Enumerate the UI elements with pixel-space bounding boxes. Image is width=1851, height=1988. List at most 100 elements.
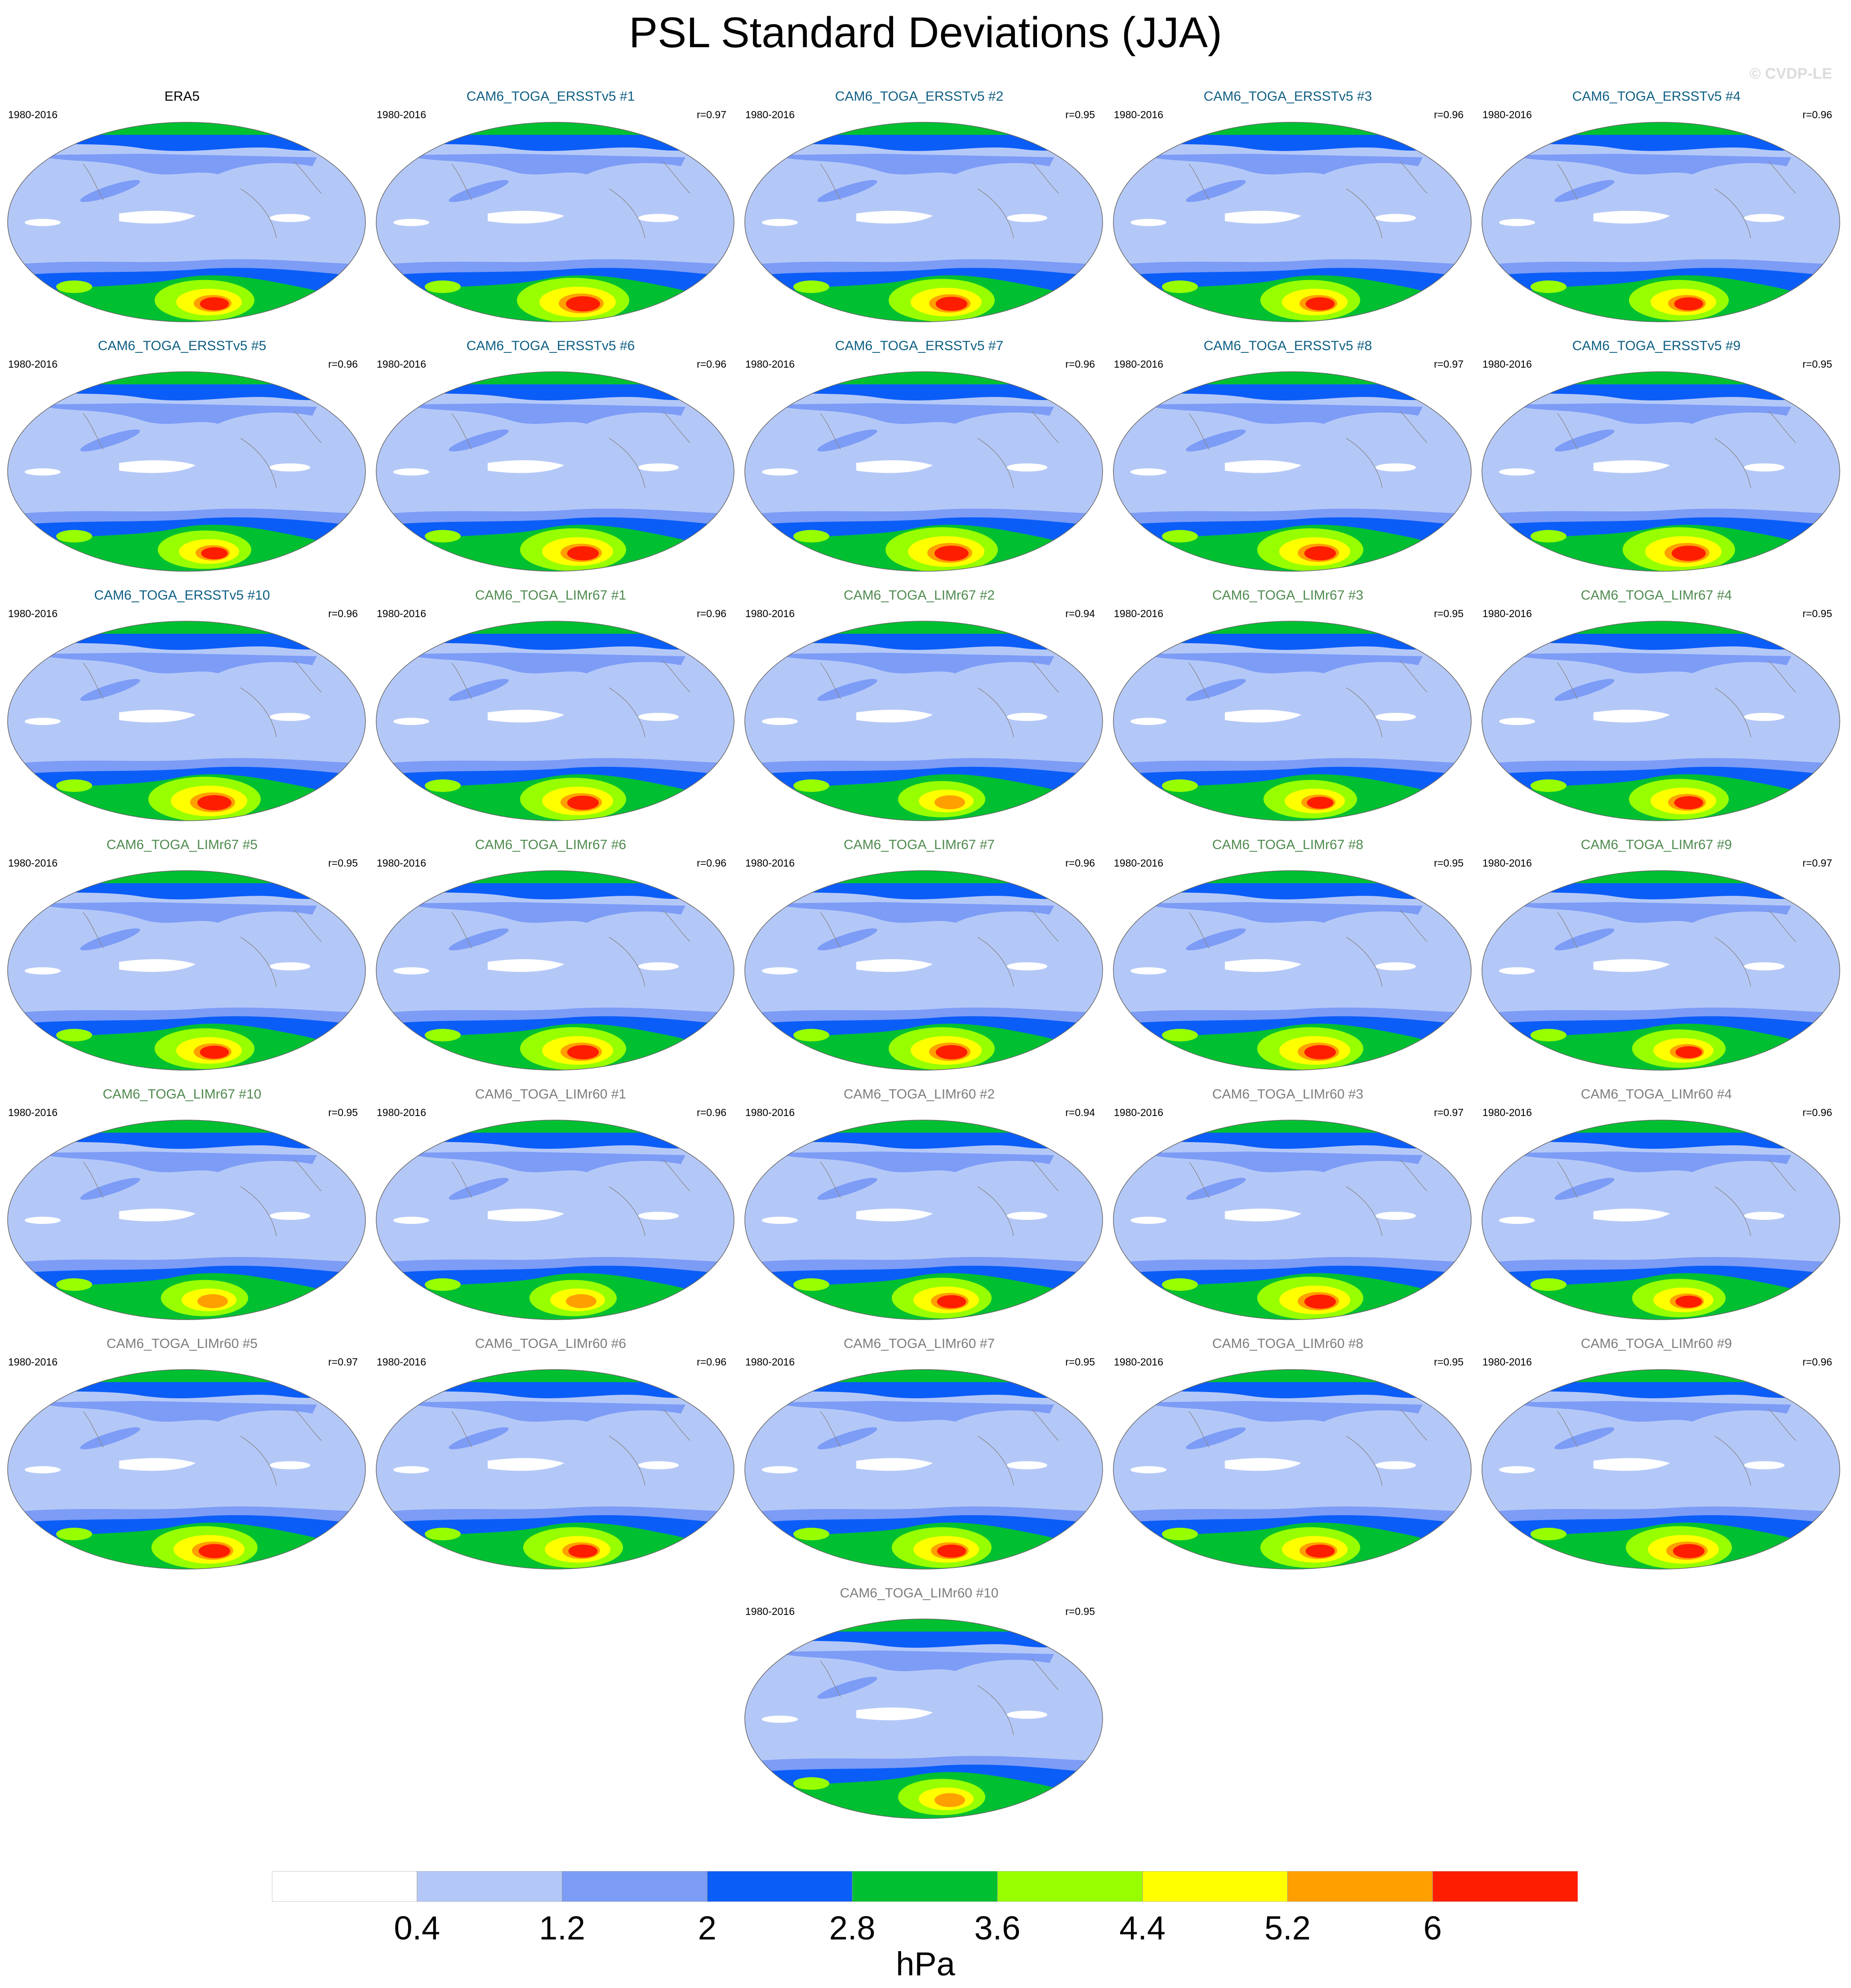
psl-tropical-minimum-atlantic [1375, 214, 1416, 222]
psl-south-pacific-maximum [1674, 796, 1704, 809]
psl-map [744, 1369, 1103, 1570]
psl-tropical-minimum [856, 709, 933, 723]
psl-north-pacific-contour [34, 1401, 317, 1422]
map-panel: CAM6_TOGA_LIMr67 #9 1980-2016 r=0.97 [1474, 836, 1840, 1071]
panel-title: CAM6_TOGA_ERSSTv5 #8 [1203, 338, 1372, 353]
psl-north-pacific-contour [1139, 1401, 1423, 1422]
psl-south-contour-6 [566, 1294, 596, 1308]
psl-north-pacific-contour [1508, 154, 1791, 175]
panel-correlation: r=0.96 [697, 358, 726, 370]
psl-tropical-minimum-indian [1130, 468, 1166, 476]
psl-tropical-minimum-atlantic [1744, 713, 1784, 721]
panel-correlation: r=0.96 [328, 358, 358, 370]
colorbar-box [997, 1871, 1143, 1902]
psl-tropical-minimum [488, 460, 564, 473]
psl-tropical-minimum-atlantic [1744, 962, 1784, 970]
psl-north-pacific-contour [771, 902, 1054, 923]
map-panel: CAM6_TOGA_ERSSTv5 #10 1980-2016 r=0.96 [0, 587, 366, 821]
psl-north-pacific-contour [1139, 1152, 1423, 1173]
psl-tropical-minimum [856, 1707, 933, 1721]
colorbar [272, 1871, 1578, 1902]
psl-south-pacific-maximum [1675, 1046, 1702, 1058]
panel-title: CAM6_TOGA_ERSSTv5 #7 [835, 338, 1004, 353]
psl-tropical-minimum-atlantic [1007, 214, 1047, 222]
panel-correlation: r=0.95 [1434, 1356, 1464, 1368]
psl-tropical-minimum-atlantic [1744, 463, 1784, 471]
psl-north-pacific-contour [1508, 1401, 1791, 1422]
psl-tropical-minimum-indian [1130, 1217, 1166, 1224]
panel-period: 1980-2016 [1482, 358, 1532, 370]
map-outline [7, 122, 366, 322]
psl-tropical-minimum [1225, 1208, 1301, 1222]
psl-south-pacific-maximum [1672, 546, 1706, 561]
panel-title: CAM6_TOGA_LIMr60 #7 [843, 1336, 995, 1351]
psl-tropical-minimum [856, 1458, 933, 1471]
psl-indian-ocean-max [1531, 1528, 1566, 1540]
psl-south-pacific-maximum [566, 296, 600, 311]
map-outline [1482, 122, 1840, 322]
map-panel: CAM6_TOGA_LIMr60 #4 1980-2016 r=0.96 [1474, 1085, 1840, 1320]
panel-title: CAM6_TOGA_ERSSTv5 #3 [1203, 89, 1372, 104]
psl-map [1113, 371, 1472, 572]
panel-title: CAM6_TOGA_ERSSTv5 #2 [835, 89, 1004, 104]
figure-title: PSL Standard Deviations (JJA) [629, 9, 1222, 57]
colorbar-box [1432, 1871, 1578, 1902]
psl-north-contour [8, 883, 365, 899]
coastlines [83, 161, 322, 239]
map-outline [1482, 870, 1840, 1071]
psl-tropical-minimum-indian [393, 219, 429, 226]
map-panel: CAM6_TOGA_ERSSTv5 #7 1980-2016 r=0.96 [737, 337, 1103, 572]
psl-tropical-minimum [856, 460, 933, 473]
psl-storm-track [1186, 928, 1246, 951]
psl-south-pacific-maximum [1304, 546, 1336, 560]
psl-storm-track [449, 1427, 509, 1450]
psl-storm-track [449, 429, 509, 452]
psl-tropical-minimum [488, 709, 564, 723]
psl-south-pacific-maximum [1675, 1295, 1702, 1308]
psl-tropical-minimum-indian [762, 219, 798, 226]
map-panel: CAM6_TOGA_ERSSTv5 #4 1980-2016 r=0.96 [1474, 88, 1840, 322]
psl-map [1482, 371, 1840, 572]
psl-north-contour [8, 135, 365, 151]
map-outline [744, 122, 1103, 322]
psl-storm-track [80, 180, 140, 202]
coastlines [820, 411, 1059, 488]
psl-storm-track [449, 679, 509, 701]
coastlines [451, 910, 690, 987]
psl-tropical-minimum [488, 959, 564, 972]
psl-tropical-minimum [119, 709, 196, 723]
coastlines [451, 660, 690, 738]
psl-map [1482, 1369, 1840, 1570]
coastlines [83, 1409, 322, 1486]
panel-title: CAM6_TOGA_LIMr67 #3 [1212, 588, 1364, 603]
psl-indian-ocean-max [425, 1528, 461, 1540]
psl-south-pacific-maximum [937, 1544, 966, 1558]
psl-tropical-minimum-atlantic [1007, 1212, 1047, 1220]
psl-storm-track [80, 928, 140, 951]
psl-south-pacific-maximum [1673, 1544, 1705, 1558]
panel-title: CAM6_TOGA_LIMr60 #8 [1212, 1336, 1364, 1351]
psl-storm-track [817, 1427, 877, 1450]
psl-tropical-minimum-indian [1130, 718, 1166, 725]
map-panel: CAM6_TOGA_LIMr67 #7 1980-2016 r=0.96 [737, 836, 1103, 1071]
psl-tropical-minimum-atlantic [270, 962, 310, 970]
panel-period: 1980-2016 [1482, 1107, 1532, 1118]
psl-tropical-minimum-indian [393, 1466, 429, 1473]
psl-tropical-minimum [856, 1208, 933, 1222]
panel-title: CAM6_TOGA_LIMr60 #1 [475, 1087, 627, 1102]
psl-map [744, 1619, 1103, 1819]
psl-north-contour [8, 1133, 365, 1149]
panel-correlation: r=0.95 [1802, 608, 1832, 619]
panel-correlation: r=0.96 [697, 1356, 726, 1368]
psl-tropical-minimum [1593, 460, 1670, 473]
psl-north-pacific-contour [1139, 902, 1423, 923]
psl-tropical-minimum-indian [1130, 1466, 1166, 1473]
psl-indian-ocean-max [1531, 1029, 1566, 1041]
panel-correlation: r=0.96 [697, 857, 726, 869]
psl-north-contour [8, 1382, 365, 1398]
panel-correlation: r=0.94 [1065, 608, 1095, 619]
map-panel: CAM6_TOGA_LIMr60 #1 1980-2016 r=0.96 [369, 1085, 734, 1320]
psl-storm-track [817, 429, 877, 452]
psl-tropical-minimum-indian [762, 1716, 798, 1723]
psl-south-contour-6 [934, 1793, 965, 1807]
